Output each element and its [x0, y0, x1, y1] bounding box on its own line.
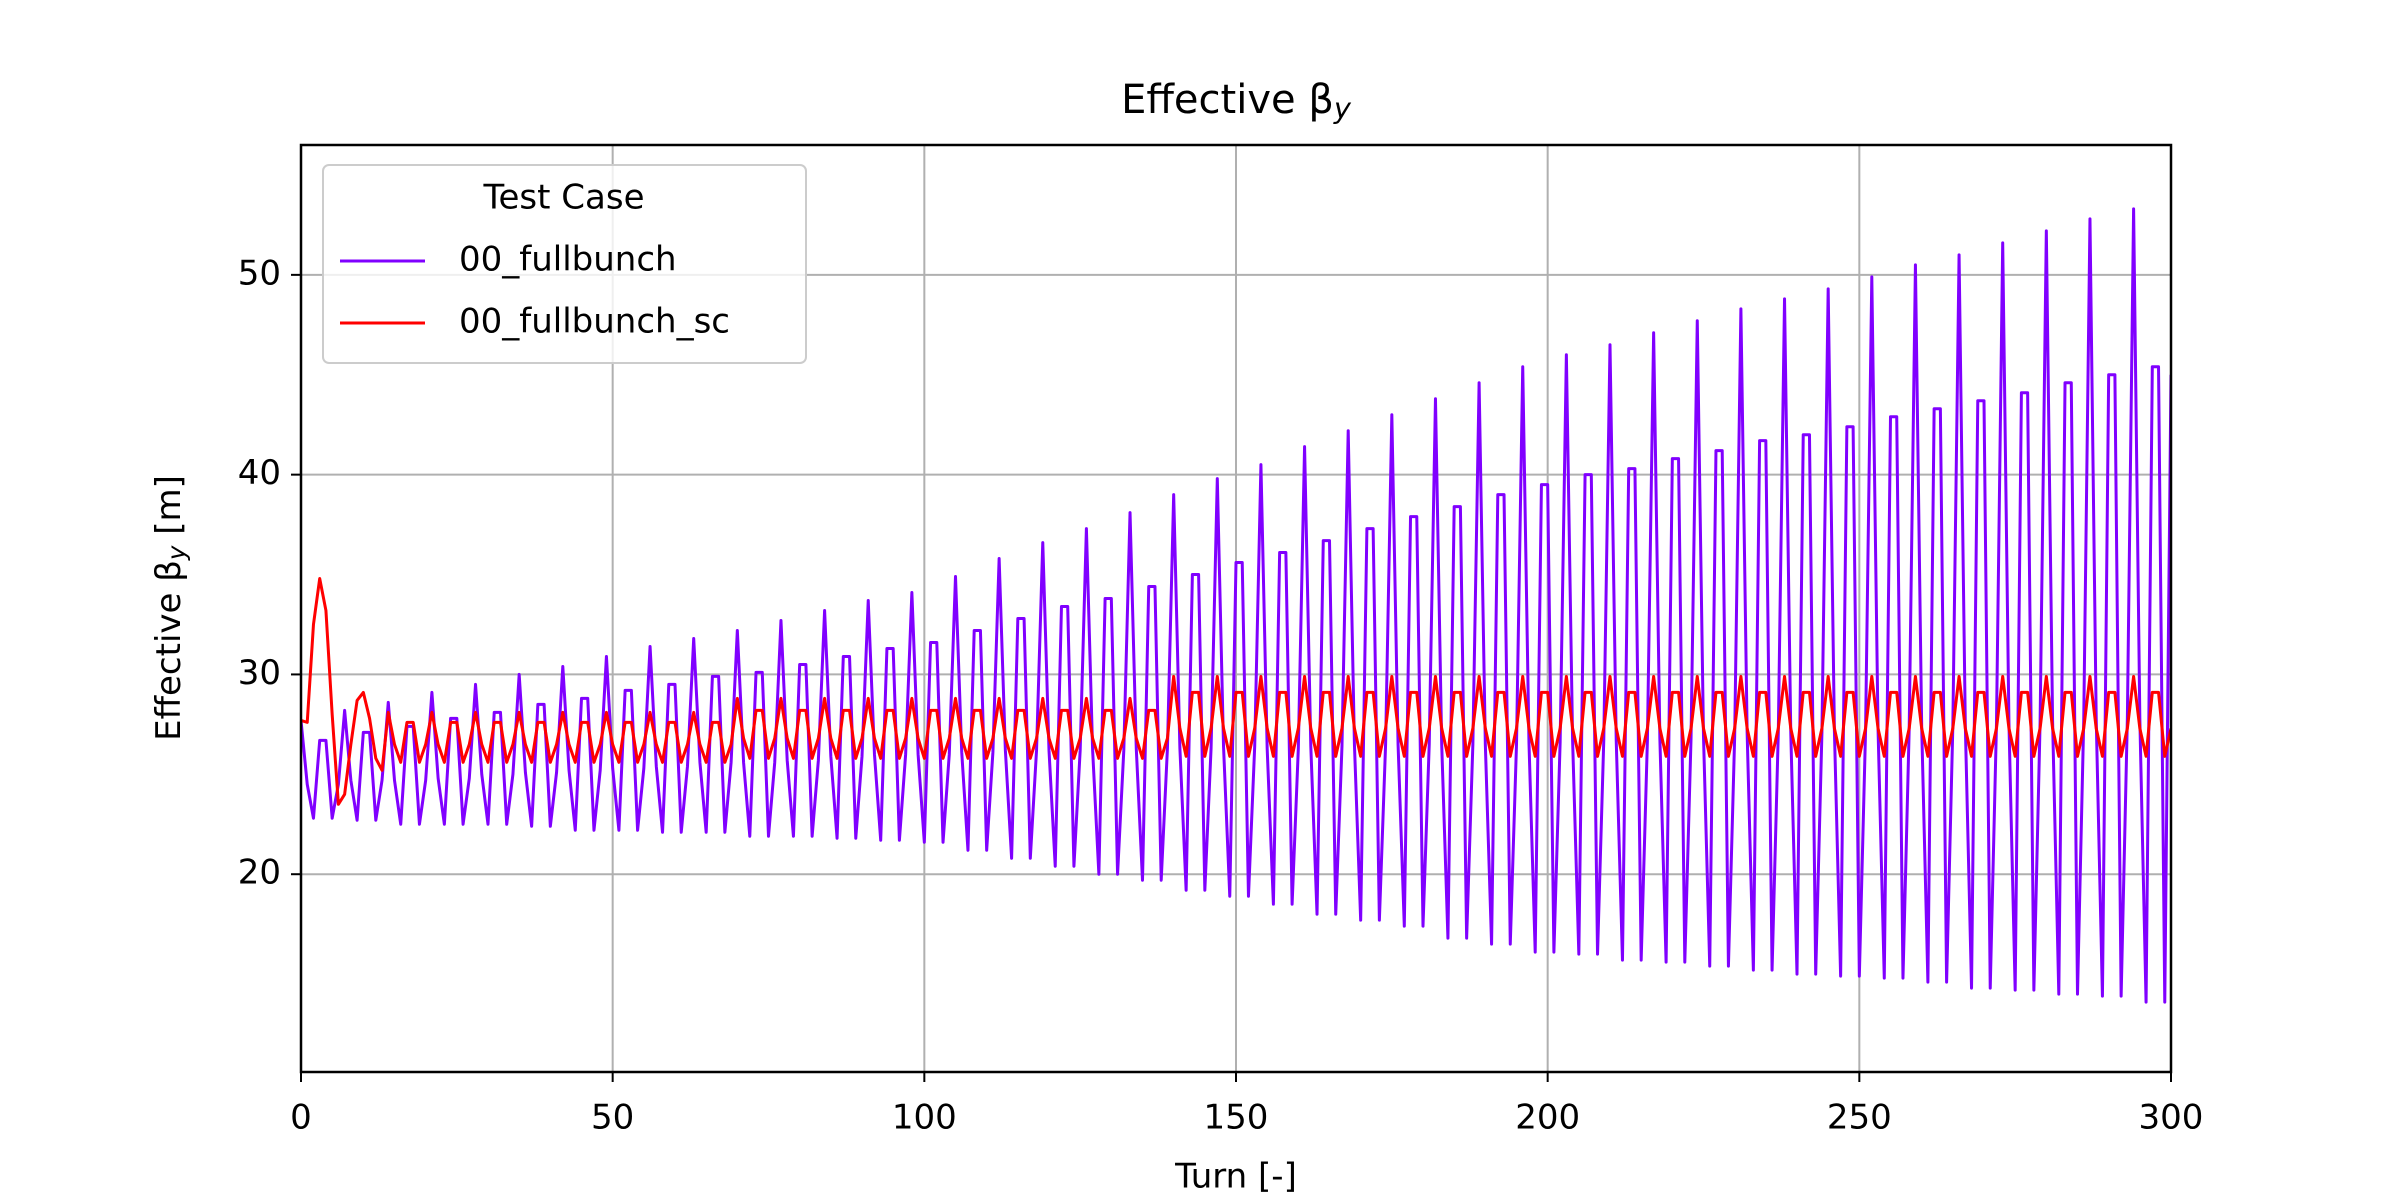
text-part: [m] [149, 475, 189, 545]
x-tick-label: 200 [1515, 1098, 1580, 1138]
x-tick-label: 150 [1204, 1098, 1269, 1138]
plot-lines [301, 207, 2171, 1004]
y-tick-label: 20 [238, 853, 281, 893]
text-part: Effective β [1121, 77, 1334, 123]
subscript: y [1333, 91, 1352, 125]
y-axis-label: Effective βy [m] [149, 475, 192, 741]
x-tick-label: 300 [2139, 1098, 2204, 1138]
legend: Test Case 00_fullbunch 00_fullbunch_sc [322, 164, 807, 364]
legend-label: 00_fullbunch [459, 240, 677, 280]
legend-label: 00_fullbunch_sc [459, 302, 730, 342]
x-tick-label: 0 [290, 1098, 312, 1138]
ticks: 0 50 100 150 200 250 300 20 30 40 50 [238, 253, 2204, 1137]
series-line [301, 577, 2171, 806]
chart-title: Effective βy [1121, 77, 1352, 125]
legend-title: Test Case [483, 178, 645, 218]
legend-box [322, 164, 807, 364]
series-line [301, 207, 2171, 1004]
x-tick-label: 50 [591, 1098, 634, 1138]
subscript: y [162, 545, 191, 561]
text-part: Effective β [149, 560, 189, 741]
y-tick-label: 30 [238, 653, 281, 693]
x-tick-label: 100 [892, 1098, 957, 1138]
y-tick-label: 50 [238, 253, 281, 293]
x-tick-label: 250 [1827, 1098, 1892, 1138]
x-axis-label: Turn [-] [1174, 1157, 1297, 1197]
y-tick-label: 40 [238, 453, 281, 493]
